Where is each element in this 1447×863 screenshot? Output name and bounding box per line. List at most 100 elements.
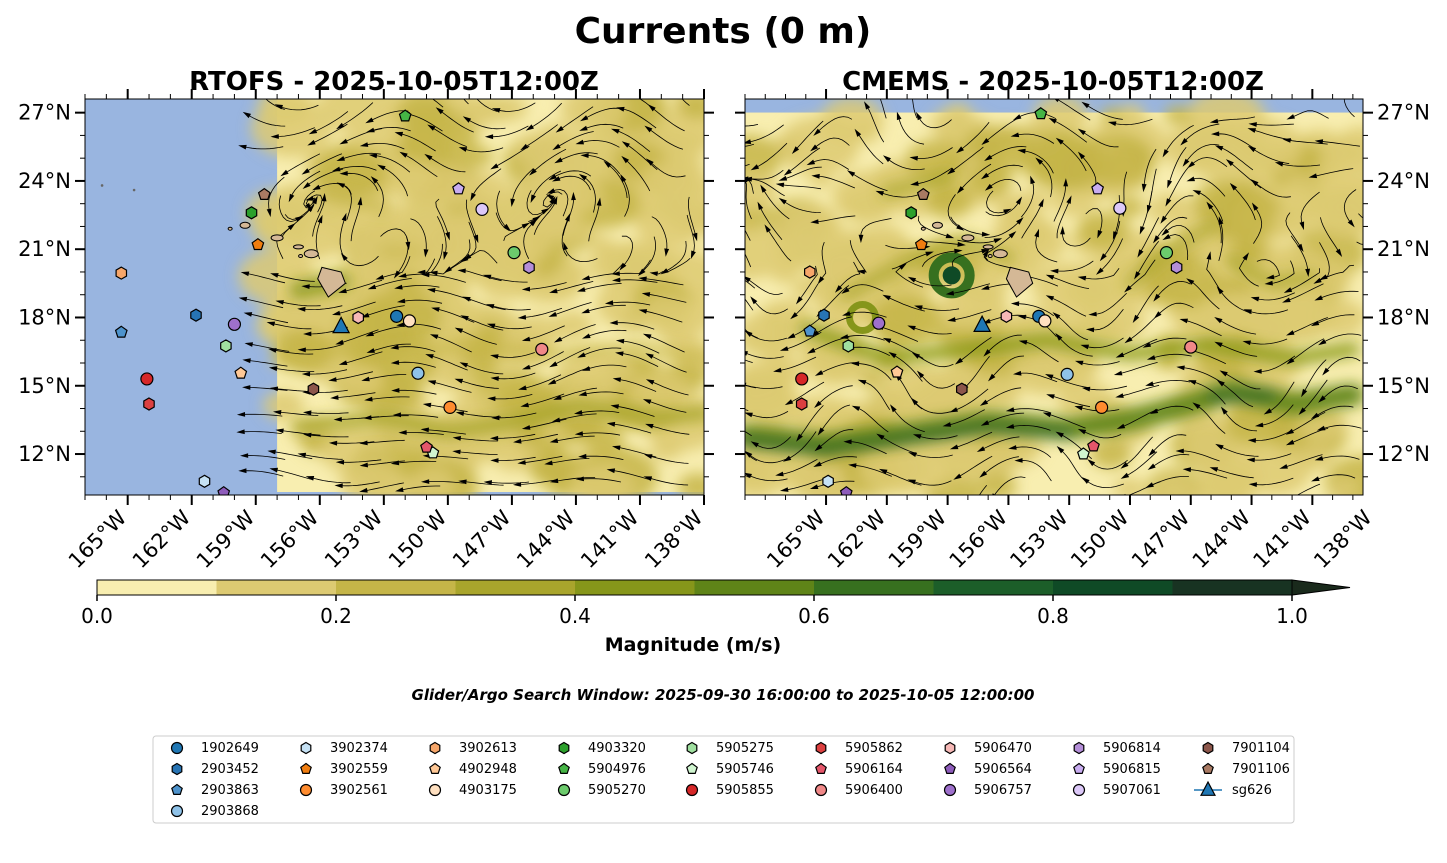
legend-label: 5906164 <box>845 761 903 777</box>
legend-label: 5904976 <box>588 761 646 777</box>
cmems-hawaii-islands <box>920 221 1034 298</box>
legend-label: 4903175 <box>459 782 517 798</box>
legend-item-4903320: 4903320 <box>550 738 646 758</box>
marker-5906470 <box>352 310 364 325</box>
legend-item-5906164: 5906164 <box>807 759 903 779</box>
rtofs-map-body <box>85 99 704 495</box>
figure-title: Currents (0 m) <box>575 11 872 52</box>
cmems-xtick-label: 150°W <box>1066 505 1134 573</box>
legend-item-5906470: 5906470 <box>936 738 1032 758</box>
marker-4902948 <box>890 365 904 378</box>
rtofs-ytick-label: 15°N <box>18 374 71 398</box>
cmems-axes-frame <box>744 98 1364 496</box>
legend-item-5905855: 5905855 <box>678 780 774 800</box>
legend-label: 3902559 <box>330 761 388 777</box>
colorbar: 0.0 0.2 0.4 0.6 0.8 1.0 <box>81 579 1351 628</box>
legend-label: sg626 <box>1232 782 1272 798</box>
legend-swatch <box>558 741 570 755</box>
marker-5905275 <box>220 339 232 353</box>
legend-marker-3902561 <box>299 783 313 797</box>
marker-5905270 <box>1159 246 1174 260</box>
legend-item-4902948: 4902948 <box>421 759 517 779</box>
legend-marker-3902374 <box>300 741 312 755</box>
legend-item-5907061: 5907061 <box>1065 780 1161 800</box>
legend-marker-5906757 <box>943 783 957 797</box>
legend-swatch <box>170 741 184 755</box>
legend-marker-sg626 <box>1200 780 1216 796</box>
marker-3902559 <box>914 237 928 251</box>
legend-label: 4902948 <box>459 761 517 777</box>
rtofs-ytick-label: 18°N <box>18 305 71 329</box>
legend-swatch <box>300 762 312 774</box>
legend-item-5905862: 5905862 <box>807 738 903 758</box>
legend-item-5906814: 5906814 <box>1065 738 1161 758</box>
cmems-xtick-label: 144°W <box>1188 505 1256 573</box>
rtofs-xtick-label: 162°W <box>128 505 196 573</box>
legend-marker-5904976 <box>558 762 570 774</box>
marker-5906470 <box>1000 309 1013 323</box>
legend-swatch <box>171 762 183 776</box>
rtofs-float-markers <box>114 109 549 495</box>
rtofs-magnitude-field <box>236 99 704 495</box>
legend-swatch <box>815 741 827 755</box>
marker-4902948 <box>234 366 248 379</box>
marker-3902374 <box>198 474 211 488</box>
legend-item-3902561: 3902561 <box>292 780 388 800</box>
cmems-xtick-label: 159°W <box>884 505 952 573</box>
cmems-map-panel: 165°W162°W159°W156°W153°W150°W147°W144°W… <box>735 89 1430 573</box>
marker-5906564 <box>839 485 853 495</box>
legend-marker-4902948 <box>429 762 441 774</box>
rtofs-xtick-label: 165°W <box>64 505 132 573</box>
legend-marker-5905270 <box>557 783 571 797</box>
marker-4903320 <box>245 206 258 220</box>
marker-2903452 <box>190 308 202 322</box>
marker-5905862 <box>143 397 155 411</box>
legend-swatch <box>686 762 698 774</box>
legend-swatch <box>1072 783 1086 797</box>
marker-2903863 <box>803 324 817 337</box>
legend-marker-1902649 <box>170 741 184 755</box>
legend-label: 5905746 <box>716 761 774 777</box>
marker-5905855 <box>140 372 154 386</box>
legend-marker-4903175 <box>428 783 442 797</box>
legend-swatch <box>171 783 183 795</box>
legend-swatch <box>1073 741 1085 755</box>
legend-label: 1902649 <box>201 740 259 756</box>
marker-5905862 <box>795 397 808 411</box>
legend-item-5905275: 5905275 <box>678 738 774 758</box>
cmems-xtick-label: 162°W <box>823 505 891 573</box>
legend-item-3902374: 3902374 <box>292 738 388 758</box>
legend-label: 5905275 <box>716 740 774 756</box>
cmems-xtick-label: 147°W <box>1127 505 1195 573</box>
marker-5906814 <box>1170 260 1183 275</box>
cmems-ytick-label: 18°N <box>1377 305 1430 329</box>
legend-marker-2903863 <box>171 783 183 795</box>
legend-swatch <box>685 783 699 797</box>
legend-item-sg626: sg626 <box>1194 780 1272 800</box>
rtofs-ytick-label: 21°N <box>18 237 71 261</box>
colorbar-segment <box>336 580 456 595</box>
marker-5906564 <box>217 485 231 495</box>
legend-label: 2903452 <box>201 761 259 777</box>
legend-marker-5906400 <box>814 783 828 797</box>
legend-item-1902649: 1902649 <box>163 738 259 758</box>
legend-swatch <box>815 762 827 774</box>
legend-swatch <box>1194 780 1222 796</box>
marker-5905275 <box>842 339 855 353</box>
legend-marker-4903320 <box>558 741 570 755</box>
legend-swatch <box>300 741 312 755</box>
rtofs-xtick-label: 138°W <box>640 505 708 573</box>
marker-sg626 <box>973 314 992 332</box>
legend-marker-5907061 <box>1072 783 1086 797</box>
marker-4903175 <box>402 314 417 328</box>
colorbar-tick-label: 0.0 <box>81 604 113 628</box>
marker-2903452 <box>818 308 830 322</box>
marker-5906400 <box>1184 340 1198 354</box>
legend-marker-5906564 <box>944 762 956 774</box>
legend-label: 5906400 <box>845 782 903 798</box>
marker-2903868 <box>1060 367 1074 381</box>
legend-label: 5907061 <box>1103 782 1161 798</box>
rtofs-xtick-label: 147°W <box>448 505 516 573</box>
rtofs-map-panel: 165°W162°W159°W156°W153°W150°W147°W144°W… <box>18 89 714 573</box>
legend-marker-5905855 <box>685 783 699 797</box>
